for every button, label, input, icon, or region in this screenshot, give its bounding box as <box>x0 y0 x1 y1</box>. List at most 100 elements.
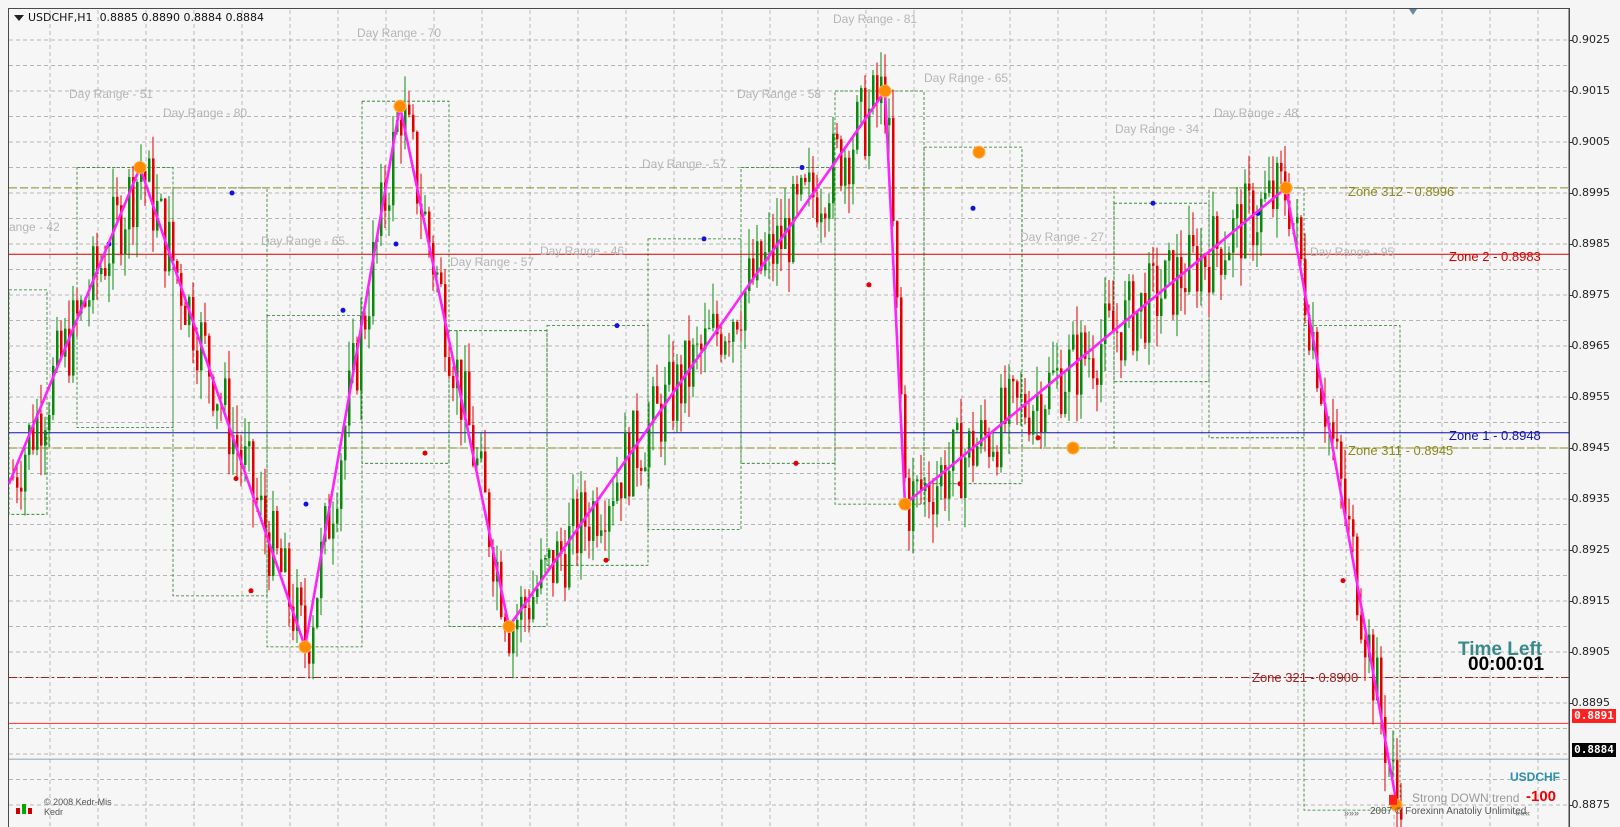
candle-body <box>656 386 659 404</box>
candle-body <box>832 133 835 204</box>
candle-body <box>160 198 163 201</box>
candle-body <box>48 414 51 431</box>
price-axis-label: 0.9015 <box>1571 84 1611 97</box>
candle-body <box>1104 303 1107 345</box>
day-range-boxes <box>8 90 1401 811</box>
chart-header: USDCHF,H1 0.8885 0.8890 0.8884 0.8884 <box>14 11 264 24</box>
candle-body <box>652 386 655 424</box>
candle-body <box>808 172 811 182</box>
candle-body <box>40 413 43 446</box>
candle-body <box>1124 300 1127 361</box>
candle-body <box>640 467 643 472</box>
candle-body <box>892 117 895 222</box>
candle-body <box>128 177 131 230</box>
price-axis-tick <box>1569 805 1573 806</box>
price-axis-tick <box>1569 499 1573 500</box>
candle-body <box>1336 438 1339 442</box>
candle-body <box>644 467 647 472</box>
candle-body <box>24 454 27 492</box>
fractal-up-dot <box>799 165 805 170</box>
candle-body <box>612 501 615 507</box>
candle-body <box>1356 536 1359 616</box>
price-axis-tick <box>1569 193 1573 194</box>
candle-body <box>100 268 103 275</box>
zone-label: Zone 1 - 0.8948 <box>1449 428 1541 443</box>
candle-body <box>280 548 283 573</box>
candle-body <box>256 497 259 501</box>
day-range-box <box>1303 325 1401 811</box>
candle-body <box>268 532 271 576</box>
fractal-up-dot <box>393 241 399 247</box>
candle-body <box>708 327 711 329</box>
chevron-down-icon[interactable] <box>14 15 24 21</box>
chart-frame[interactable] <box>8 8 1570 827</box>
day-range-label: Day Range - 65 <box>261 234 345 248</box>
candle-body <box>88 300 91 307</box>
candle-body <box>1092 358 1095 379</box>
fractal-up-dot <box>340 307 346 313</box>
candle-body <box>64 328 67 357</box>
candle-body <box>96 246 99 275</box>
candle-body <box>60 330 63 357</box>
line-price-tag: 0.8891 <box>1572 709 1616 723</box>
day-range-label: Day Range - 58 <box>737 87 821 101</box>
candle-body <box>596 500 599 536</box>
candle-body <box>872 75 875 109</box>
candle-body <box>364 315 367 330</box>
day-range-box <box>834 90 925 505</box>
signal-marker-icon <box>1389 794 1397 805</box>
candle-body <box>944 465 947 499</box>
candle-body <box>1324 403 1327 427</box>
candle-body <box>576 498 579 554</box>
candle-body <box>900 297 903 395</box>
candle-body <box>168 221 171 272</box>
candle-body <box>356 343 359 391</box>
candle-body <box>1120 332 1123 361</box>
fractal-up-dot <box>970 205 976 211</box>
candle-body <box>472 425 475 466</box>
candle-body <box>804 177 807 182</box>
candle-body <box>1068 349 1071 392</box>
candle-body <box>1224 260 1227 275</box>
candle-body <box>316 598 319 628</box>
day-range-box <box>1021 187 1115 449</box>
candle-body <box>904 394 907 478</box>
candle-body <box>868 108 871 157</box>
price-axis-label: 0.8905 <box>1571 645 1611 658</box>
candle-body <box>616 482 619 502</box>
candle-body <box>636 410 639 468</box>
candle-body <box>1016 381 1019 398</box>
candle-body <box>464 371 467 420</box>
candle-body <box>1300 217 1303 260</box>
price-axis-label: 0.8925 <box>1571 543 1611 556</box>
day-range-label: Day Range - 81 <box>833 12 917 26</box>
day-range-box <box>448 330 548 627</box>
day-range-box <box>1113 202 1210 383</box>
zigzag-indicator <box>7 84 1403 812</box>
time-left-title: Time Left <box>1458 639 1543 660</box>
candle-body <box>856 101 859 150</box>
candle-body <box>1176 257 1179 315</box>
swing-marker <box>1066 441 1080 455</box>
candle-body <box>676 364 679 421</box>
candle-body <box>716 313 719 335</box>
candle-body <box>1080 332 1083 395</box>
candle-body <box>252 441 255 498</box>
candle-body <box>848 157 851 185</box>
candle-body <box>1348 515 1351 520</box>
day-range-box <box>8 289 48 515</box>
candle-body <box>1012 378 1015 382</box>
candle-body <box>1208 267 1211 293</box>
candle-body <box>1048 372 1051 410</box>
swing-marker <box>298 640 312 654</box>
day-range-label: Day Range - 57 <box>642 157 726 171</box>
candle-body <box>1196 246 1199 292</box>
chevrons-right: ««« <box>1515 808 1531 818</box>
price-axis-tick <box>1569 346 1573 347</box>
candle-body <box>208 335 211 377</box>
candle-body <box>748 258 751 291</box>
candle-body <box>592 500 595 541</box>
fractal-up-dot <box>229 190 235 196</box>
